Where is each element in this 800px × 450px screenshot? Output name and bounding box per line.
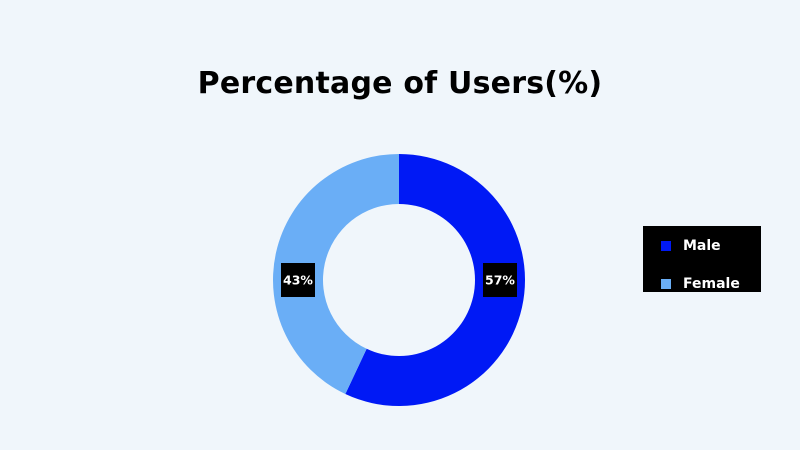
legend-swatch-female bbox=[661, 279, 671, 289]
legend-swatch-male bbox=[661, 241, 671, 251]
donut-slice-female bbox=[273, 154, 399, 395]
donut-slice-male bbox=[345, 154, 525, 406]
data-label-box bbox=[483, 263, 517, 297]
legend-label-male: Male bbox=[683, 238, 721, 254]
chart-legend: Male Female bbox=[643, 226, 761, 292]
data-label-text: 43% bbox=[283, 273, 313, 288]
legend-item-female: Female bbox=[661, 271, 761, 297]
data-label-female: 43% bbox=[281, 263, 315, 297]
legend-item-male: Male bbox=[661, 233, 761, 259]
chart-title: Percentage of Users(%) bbox=[197, 66, 603, 101]
data-label-box bbox=[281, 263, 315, 297]
data-label-text: 57% bbox=[485, 273, 515, 288]
legend-label-female: Female bbox=[683, 276, 740, 292]
data-label-male: 57% bbox=[483, 263, 517, 297]
